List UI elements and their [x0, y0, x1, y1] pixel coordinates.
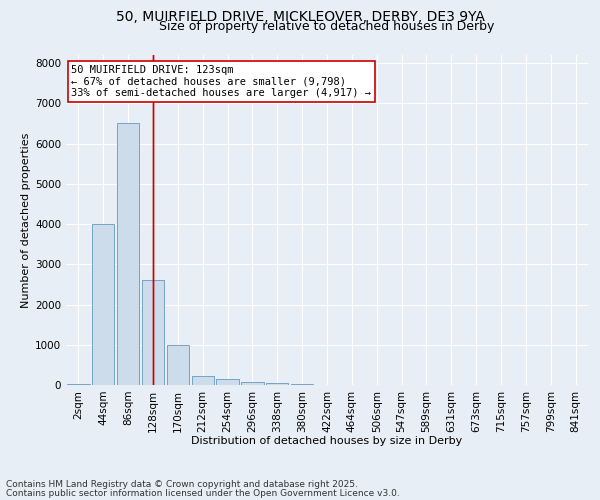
Text: Contains public sector information licensed under the Open Government Licence v3: Contains public sector information licen…	[6, 490, 400, 498]
Bar	[67, 384, 89, 385]
Text: 50, MUIRFIELD DRIVE, MICKLEOVER, DERBY, DE3 9YA: 50, MUIRFIELD DRIVE, MICKLEOVER, DERBY, …	[116, 10, 484, 24]
X-axis label: Distribution of detached houses by size in Derby: Distribution of detached houses by size …	[191, 436, 463, 446]
Bar	[92, 224, 115, 385]
Bar	[266, 383, 289, 385]
Bar	[167, 345, 189, 385]
Bar	[217, 380, 239, 385]
Bar	[142, 280, 164, 385]
Y-axis label: Number of detached properties: Number of detached properties	[21, 132, 31, 308]
Title: Size of property relative to detached houses in Derby: Size of property relative to detached ho…	[160, 20, 494, 33]
Text: 50 MUIRFIELD DRIVE: 123sqm
← 67% of detached houses are smaller (9,798)
33% of s: 50 MUIRFIELD DRIVE: 123sqm ← 67% of deta…	[71, 65, 371, 98]
Bar	[241, 382, 263, 385]
Bar	[191, 376, 214, 385]
Bar	[291, 384, 313, 385]
Text: Contains HM Land Registry data © Crown copyright and database right 2025.: Contains HM Land Registry data © Crown c…	[6, 480, 358, 489]
Bar	[117, 124, 139, 385]
